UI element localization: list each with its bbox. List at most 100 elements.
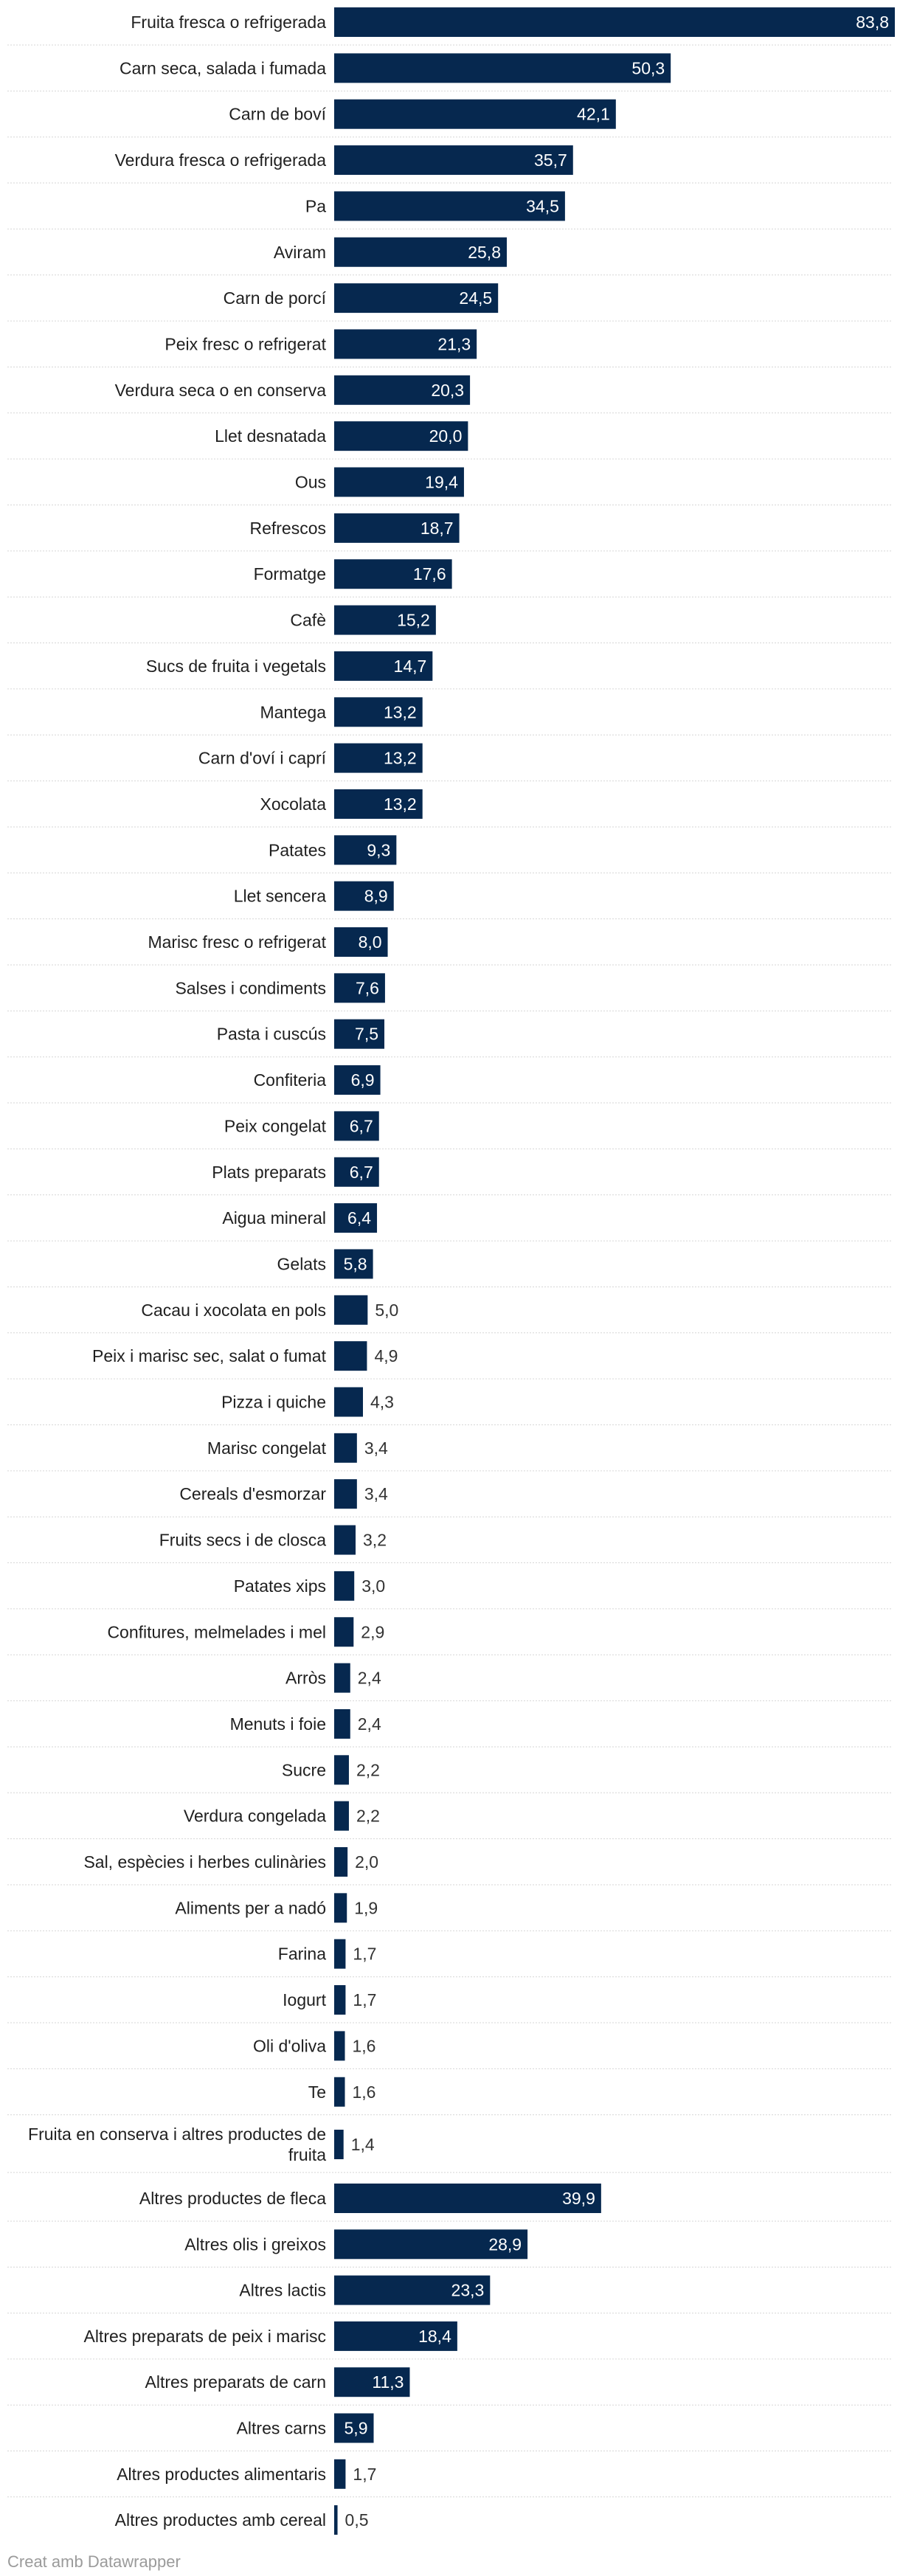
value-label-peix-i-marisc-sec-salat-o-fumat: 4,9 (374, 1346, 398, 1365)
category-label-mantega: Mantega (260, 702, 326, 721)
value-label-marisc-fresc-o-refrigerat: 8,0 (359, 932, 382, 952)
category-label-llet-desnatada: Llet desnatada (215, 426, 326, 446)
bar-llet-sencera (334, 881, 394, 911)
value-label-plats-preparats: 6,7 (350, 1163, 373, 1182)
category-label-confiteria: Confiteria (254, 1070, 327, 1090)
category-label-altres-productes-alimentaris: Altres productes alimentaris (117, 2465, 326, 2484)
value-label-verdura-seca-o-en-conserva: 20,3 (431, 381, 464, 400)
bar-cereals-d-esmorzar (334, 1479, 357, 1509)
category-label-gelats: Gelats (277, 1254, 326, 1273)
category-label-carn-de-porci: Carn de porcí (224, 288, 327, 308)
bar-oli-d-oliva (334, 2031, 345, 2061)
value-label-aliments-per-a-nado: 1,9 (354, 1898, 378, 1917)
value-label-gelats: 5,8 (344, 1254, 367, 1273)
bar-pa (334, 191, 565, 221)
bar-marisc-fresc-o-refrigerat (334, 927, 388, 957)
bar-verdura-seca-o-en-conserva (334, 375, 471, 405)
category-label-aigua-mineral: Aigua mineral (222, 1208, 326, 1228)
value-label-aviram: 25,8 (468, 243, 501, 262)
category-label-carn-seca-salada-i-fumada: Carn seca, salada i fumada (120, 58, 326, 77)
value-label-salses-i-condiments: 7,6 (356, 978, 379, 997)
bar-patates (334, 835, 397, 865)
value-label-arros: 2,4 (358, 1669, 381, 1688)
bar-gelats (334, 1249, 373, 1279)
bar-fruita-fresca-o-refrigerada (334, 7, 895, 37)
category-label-fruita-en-conserva-i-altres-productes-de-fruita: Fruita en conserva i altres productes de… (28, 2125, 326, 2164)
value-label-altres-productes-de-fleca: 39,9 (562, 2189, 595, 2208)
value-label-peix-congelat: 6,7 (350, 1116, 373, 1135)
bar-verdura-congelada (334, 1801, 349, 1831)
bar-mantega (334, 697, 423, 727)
value-label-mantega: 13,2 (384, 702, 417, 721)
bar-plats-preparats (334, 1157, 379, 1187)
value-label-pizza-i-quiche: 4,3 (370, 1393, 394, 1412)
category-label-aliments-per-a-nado: Aliments per a nadó (175, 1898, 326, 1917)
bar-fruita-en-conserva-i-altres-productes-de-fruita (334, 2130, 344, 2159)
value-label-marisc-congelat: 3,4 (364, 1438, 388, 1458)
bar-altres-lactis (334, 2275, 491, 2305)
value-label-altres-preparats-de-carn: 11,3 (372, 2372, 404, 2392)
category-label-iogurt: Iogurt (283, 1990, 326, 2009)
category-label-verdura-congelada: Verdura congelada (184, 1807, 326, 1826)
value-label-carn-d-ovi-i-capri: 13,2 (384, 749, 417, 768)
value-label-ous: 19,4 (425, 473, 458, 492)
category-label-confitures-melmelades-i-mel: Confitures, melmelades i mel (107, 1622, 326, 1641)
category-label-cacau-i-xocolata-en-pols: Cacau i xocolata en pols (141, 1301, 326, 1320)
category-label-altres-carns: Altres carns (237, 2419, 326, 2438)
value-label-confiteria: 6,9 (351, 1070, 375, 1090)
value-label-cacau-i-xocolata-en-pols: 5,0 (375, 1301, 398, 1320)
value-label-llet-desnatada: 20,0 (429, 426, 463, 446)
value-label-cereals-d-esmorzar: 3,4 (364, 1484, 388, 1503)
category-label-peix-fresc-o-refrigerat: Peix fresc o refrigerat (165, 334, 326, 353)
bar-refrescos (334, 513, 460, 543)
bar-carn-seca-salada-i-fumada (334, 53, 671, 83)
value-label-refrescos: 18,7 (420, 519, 454, 538)
bar-salses-i-condiments (334, 973, 385, 1003)
category-label-pasta-i-cuscus: Pasta i cuscús (217, 1025, 326, 1044)
category-label-xocolata: Xocolata (260, 794, 326, 814)
bar-altres-productes-alimentaris (334, 2459, 346, 2489)
bar-pizza-i-quiche (334, 1387, 363, 1417)
category-label-menuts-i-foie: Menuts i foie (230, 1714, 326, 1734)
category-label-farina: Farina (278, 1945, 326, 1964)
datawrapper-credit[interactable]: Creat amb Datawrapper (7, 2552, 181, 2571)
category-label-pizza-i-quiche: Pizza i quiche (221, 1393, 326, 1412)
category-label-sucre: Sucre (282, 1760, 326, 1779)
bar-cacau-i-xocolata-en-pols (334, 1295, 368, 1325)
category-label-llet-sencera: Llet sencera (234, 887, 327, 906)
value-label-formatge: 17,6 (413, 564, 446, 584)
bar-carn-de-porci (334, 283, 499, 314)
value-label-llet-sencera: 8,9 (364, 887, 388, 906)
bar-altres-preparats-de-carn (334, 2367, 410, 2397)
bar-confitures-melmelades-i-mel (334, 1617, 354, 1647)
value-label-verdura-congelada: 2,2 (356, 1807, 380, 1826)
bar-fruits-secs-i-de-closca (334, 1525, 356, 1555)
value-label-sucs-de-fruita-i-vegetals: 14,7 (394, 657, 427, 676)
category-label-cereals-d-esmorzar: Cereals d'esmorzar (179, 1484, 326, 1503)
bar-altres-carns (334, 2413, 374, 2443)
value-label-altres-carns: 5,9 (345, 2419, 368, 2438)
category-label-arros: Arròs (285, 1669, 326, 1688)
category-label-marisc-congelat: Marisc congelat (207, 1438, 327, 1458)
category-label-fruits-secs-i-de-closca: Fruits secs i de closca (159, 1531, 326, 1550)
value-label-altres-productes-amb-cereal: 0,5 (345, 2510, 369, 2530)
bar-menuts-i-foie (334, 1708, 350, 1739)
value-label-carn-de-porci: 24,5 (459, 288, 492, 308)
category-label-te: Te (308, 2082, 326, 2102)
bar-altres-olis-i-greixos (334, 2229, 528, 2260)
value-label-peix-fresc-o-refrigerat: 21,3 (437, 334, 471, 353)
category-label-formatge: Formatge (254, 564, 326, 584)
bar-aliments-per-a-nado (334, 1893, 347, 1923)
value-label-altres-productes-alimentaris: 1,7 (353, 2465, 376, 2484)
bar-ous (334, 467, 464, 497)
category-label-sucs-de-fruita-i-vegetals: Sucs de fruita i vegetals (146, 657, 326, 676)
bar-pasta-i-cuscus (334, 1019, 385, 1049)
category-label-sal-especies-i-herbes-culinaries: Sal, espècies i herbes culinàries (83, 1852, 326, 1872)
category-label-peix-congelat: Peix congelat (224, 1116, 327, 1135)
category-label-salses-i-condiments: Salses i condiments (175, 978, 326, 997)
value-label-fruita-fresca-o-refrigerada: 83,8 (856, 13, 889, 32)
category-label-altres-olis-i-greixos: Altres olis i greixos (184, 2234, 326, 2254)
category-label-refrescos: Refrescos (249, 519, 326, 538)
value-label-verdura-fresca-o-refrigerada: 35,7 (534, 150, 567, 170)
